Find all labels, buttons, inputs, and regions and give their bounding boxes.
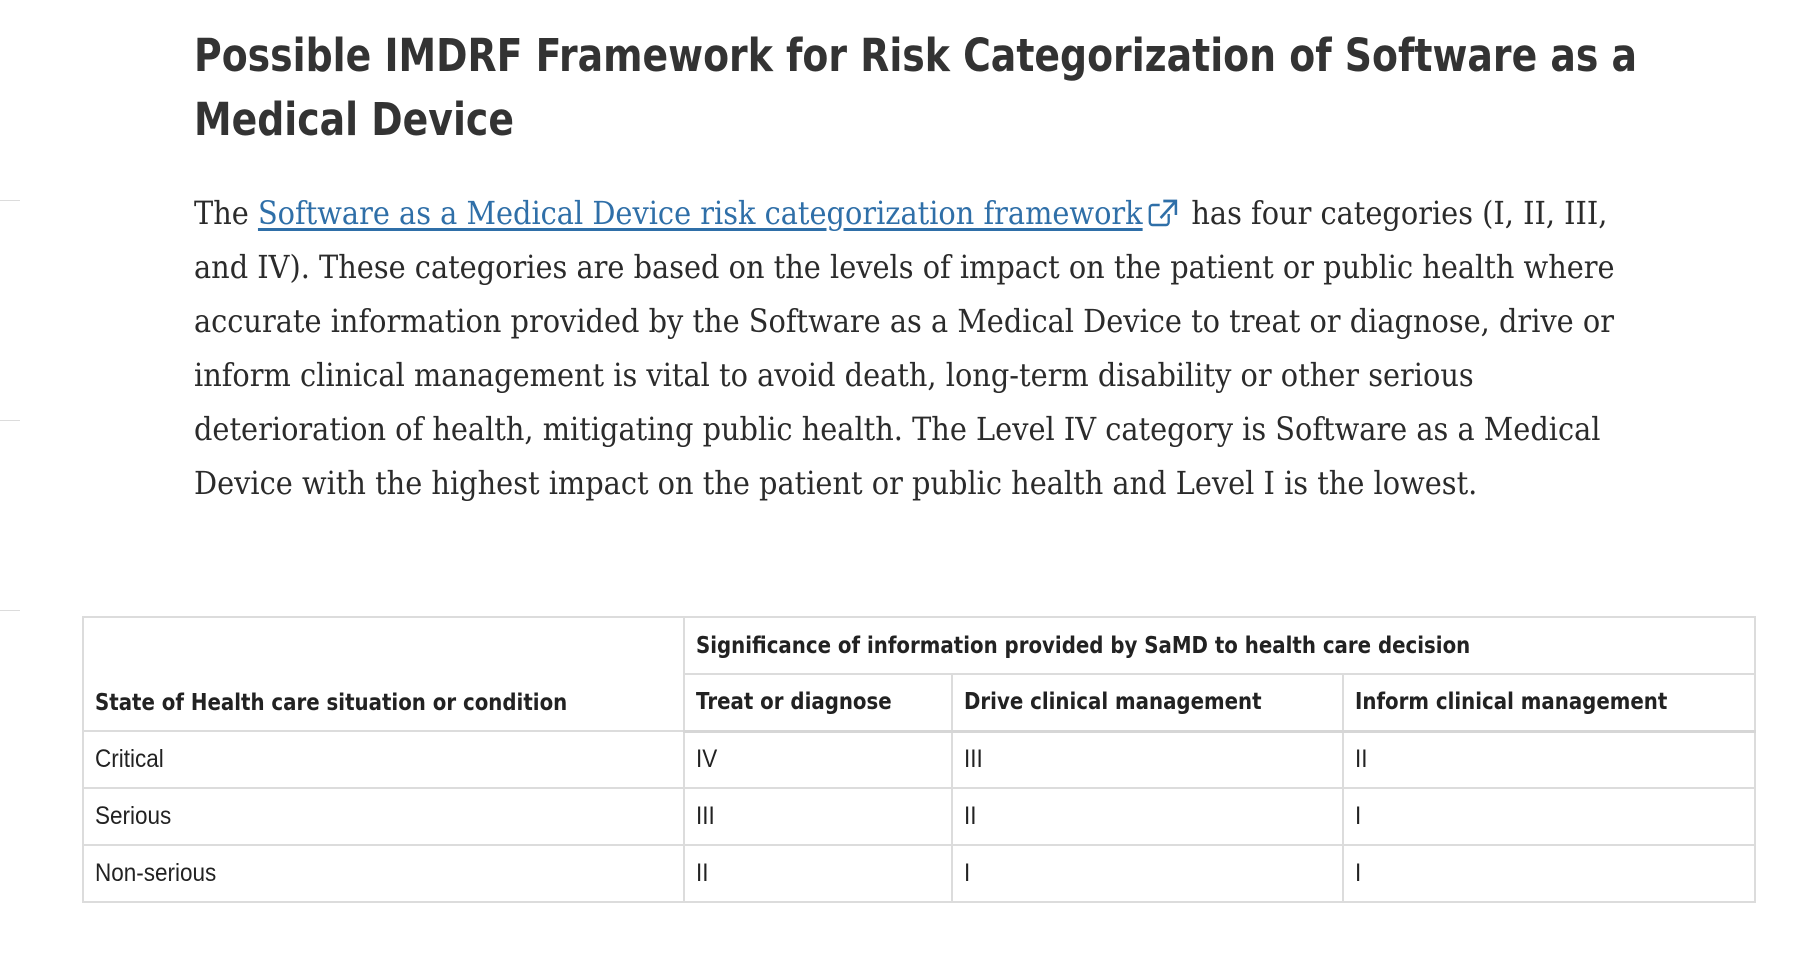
significance-group-header: Significance of information provided by … — [683, 616, 1756, 675]
table-row: Critical IV III II — [81, 730, 1757, 789]
intro-paragraph: The Software as a Medical Device risk ca… — [194, 186, 1634, 510]
page-edge-divider — [0, 420, 20, 421]
page-edge-divider — [0, 610, 20, 611]
state-column-header: State of Health care situation or condit… — [81, 616, 686, 732]
category-cell: IV — [683, 730, 953, 789]
external-link-icon[interactable] — [1148, 198, 1179, 228]
category-cell: II — [1341, 730, 1757, 789]
column-header-inform-clinical-management: Inform clinical management — [1341, 673, 1757, 733]
risk-category-table: State of Health care situation or condit… — [81, 616, 1757, 903]
category-cell: II — [951, 787, 1344, 846]
page-edge-divider — [0, 200, 20, 201]
row-state-cell: Serious — [81, 787, 686, 846]
table-column-header-row: Treat or diagnose Drive clinical managem… — [83, 673, 1757, 733]
table-row: Non-serious II I I — [81, 844, 1757, 903]
category-cell: III — [951, 730, 1344, 789]
category-cell: I — [1341, 787, 1757, 846]
category-cell: III — [683, 787, 953, 846]
intro-text-after-link: has four categories (I, II, III, and IV)… — [194, 194, 1615, 502]
category-cell: II — [683, 844, 953, 903]
table-group-header-row: State of Health care situation or condit… — [81, 616, 1756, 732]
category-cell: I — [951, 844, 1344, 903]
row-state-cell: Non-serious — [81, 844, 686, 903]
column-header-drive-clinical-management: Drive clinical management — [951, 673, 1344, 733]
intro-text-before-link: The — [194, 194, 258, 232]
page-title: Possible IMDRF Framework for Risk Catego… — [194, 29, 1638, 146]
category-cell: I — [1341, 844, 1757, 903]
risk-framework-link[interactable]: Software as a Medical Device risk catego… — [257, 194, 1143, 232]
table-row: Serious III II I — [81, 787, 1757, 846]
row-state-cell: Critical — [81, 730, 686, 789]
column-header-treat-or-diagnose: Treat or diagnose — [683, 673, 953, 733]
